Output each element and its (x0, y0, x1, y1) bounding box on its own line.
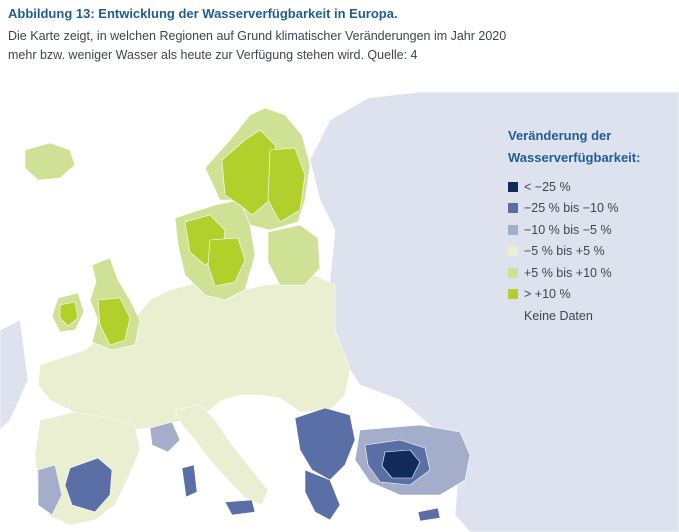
legend-title-line-2: Wasserverfügbarkeit: (508, 150, 641, 165)
subtitle-line-2: mehr bzw. weniger Wasser als heute zur V… (8, 48, 418, 62)
figure-title: Abbildung 13: Entwicklung der Wasserverf… (8, 6, 398, 21)
legend-label: −25 % bis −10 % (524, 201, 619, 216)
europe-water-map (0, 92, 679, 532)
region-portugal-minus5 (37, 464, 63, 516)
legend-label: Keine Daten (524, 308, 593, 323)
region-cyprus-minus10 (417, 507, 441, 522)
region-baltic-states (267, 224, 321, 286)
region-finland-plus10 (267, 147, 306, 223)
legend-list: < −25 % −25 % bis −10 % −10 % bis −5 % −… (508, 176, 673, 327)
legend-item-above-plus-10: > +10 % (508, 284, 673, 306)
legend-swatch (508, 310, 518, 321)
region-balkans-minus10 (294, 407, 356, 481)
legend-label: < −25 % (524, 179, 571, 194)
region-italy (174, 404, 269, 506)
legend-swatch (508, 181, 518, 192)
region-scotland-plus10 (97, 297, 131, 346)
legend-label: > +10 % (524, 287, 571, 302)
legend-label: −10 % bis −5 % (524, 222, 612, 237)
region-southern-spain-minus10 (64, 457, 113, 513)
legend-swatch (508, 289, 518, 300)
region-greece-minus10 (304, 469, 341, 521)
legend-item-plus-5-to-plus-10: +5 % bis +10 % (508, 262, 673, 284)
region-sicily-minus10 (224, 499, 256, 516)
legend-swatch (508, 246, 518, 257)
legend-label: +5 % bis +10 % (524, 265, 612, 280)
legend-label: −5 % bis +5 % (524, 244, 605, 259)
legend-item-no-data: Keine Daten (508, 305, 673, 327)
subtitle-line-1: Die Karte zeigt, in welchen Regionen auf… (8, 29, 507, 43)
no-data-region-west (0, 319, 29, 431)
figure-subtitle: Die Karte zeigt, in welchen Regionen auf… (8, 27, 608, 65)
legend-title-line-1: Veränderung der (508, 128, 612, 143)
legend-title: Veränderung der Wasserverfügbarkeit: (508, 125, 673, 169)
legend-swatch (508, 203, 518, 214)
region-anatolia-minus25 (381, 449, 421, 479)
legend-item-minus-5-to-plus-5: −5 % bis +5 % (508, 241, 673, 263)
no-data-region-east (309, 92, 679, 532)
legend-swatch (508, 267, 518, 278)
map-legend: Veränderung der Wasserverfügbarkeit: < −… (508, 125, 673, 327)
legend-item-below-minus-25: < −25 % (508, 176, 673, 198)
region-sardinia-minus10 (181, 464, 198, 498)
region-ireland-plus10 (59, 301, 79, 327)
region-sweden-plus10 (207, 237, 246, 287)
region-france-south-minus5 (149, 421, 181, 453)
region-iceland (24, 142, 76, 181)
legend-item-minus-25-to-minus-10: −25 % bis −10 % (508, 198, 673, 220)
legend-item-minus-10-to-minus-5: −10 % bis −5 % (508, 219, 673, 241)
legend-swatch (508, 224, 518, 235)
